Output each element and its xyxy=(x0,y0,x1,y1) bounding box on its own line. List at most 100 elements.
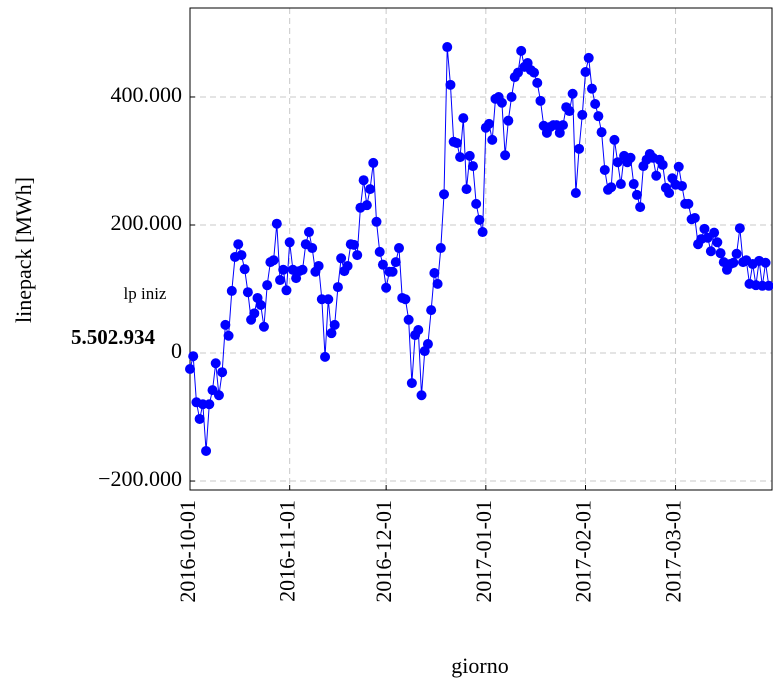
data-point xyxy=(529,67,540,78)
data-point xyxy=(390,257,401,268)
data-point xyxy=(535,95,546,106)
data-point xyxy=(432,278,443,289)
data-point xyxy=(352,250,363,261)
data-point xyxy=(268,255,279,266)
data-point xyxy=(590,99,601,110)
data-point xyxy=(760,257,771,268)
data-point xyxy=(615,179,626,190)
data-point xyxy=(377,259,388,270)
data-point xyxy=(223,330,234,341)
data-point xyxy=(403,314,414,325)
data-point xyxy=(689,212,700,223)
series-line xyxy=(189,47,770,451)
data-point xyxy=(429,268,440,279)
data-point xyxy=(731,248,742,259)
data-point xyxy=(593,111,604,122)
x-tick-label: 2017-03-01 xyxy=(661,500,686,603)
data-point xyxy=(323,294,334,305)
data-point xyxy=(467,161,478,172)
data-point xyxy=(464,150,475,161)
data-point xyxy=(342,260,353,271)
data-point xyxy=(387,266,398,277)
data-point xyxy=(258,321,269,332)
data-point xyxy=(484,118,495,129)
data-point xyxy=(278,264,289,275)
data-point xyxy=(242,287,253,298)
data-point xyxy=(625,152,636,163)
data-point xyxy=(458,113,469,124)
data-point xyxy=(474,214,485,225)
data-point xyxy=(461,184,472,195)
annotation-label: lp iniz xyxy=(124,284,167,303)
data-point xyxy=(451,138,462,149)
data-point xyxy=(371,216,382,227)
data-point xyxy=(651,170,662,181)
data-point xyxy=(676,180,687,191)
data-point xyxy=(233,239,244,250)
data-point xyxy=(307,243,318,254)
data-point xyxy=(262,280,273,291)
data-point xyxy=(416,390,427,401)
data-point xyxy=(358,175,369,186)
annotation-value: 5.502.934 xyxy=(71,325,156,349)
data-point xyxy=(631,189,642,200)
data-point xyxy=(580,67,591,78)
data-point xyxy=(236,250,247,261)
data-point xyxy=(326,328,337,339)
data-point xyxy=(596,127,607,138)
data-point xyxy=(185,364,195,375)
data-point xyxy=(574,143,585,154)
data-point xyxy=(368,157,379,168)
data-point xyxy=(422,339,433,350)
data-point xyxy=(348,239,359,250)
data-point xyxy=(249,308,260,319)
data-point xyxy=(284,237,295,248)
data-point xyxy=(496,97,507,108)
data-point xyxy=(275,275,286,286)
data-point xyxy=(564,106,575,117)
data-point xyxy=(213,390,224,401)
x-tick-label: 2016-10-01 xyxy=(175,500,200,603)
data-point xyxy=(374,246,385,257)
data-point xyxy=(763,280,773,291)
data-point xyxy=(210,358,221,369)
data-point xyxy=(188,351,199,362)
data-point xyxy=(709,227,720,238)
data-point xyxy=(239,264,250,275)
y-tick-label: 200.000 xyxy=(111,210,183,235)
data-point xyxy=(455,152,466,163)
data-point xyxy=(734,223,745,234)
data-point xyxy=(586,83,597,94)
data-point xyxy=(635,202,646,213)
data-point xyxy=(609,134,620,145)
data-point xyxy=(439,189,450,200)
x-tick-label: 2017-02-01 xyxy=(571,500,596,603)
data-point xyxy=(336,253,347,264)
data-point xyxy=(503,115,514,126)
x-tick-label: 2017-01-01 xyxy=(471,500,496,603)
data-point xyxy=(599,164,610,175)
data-point xyxy=(532,77,543,88)
data-point xyxy=(664,187,675,198)
data-point xyxy=(381,282,392,293)
data-point xyxy=(583,52,594,63)
data-point xyxy=(194,413,205,424)
data-point xyxy=(329,319,340,330)
x-axis-title: giorno xyxy=(451,653,508,678)
data-point xyxy=(426,305,437,316)
data-point xyxy=(413,324,424,335)
data-point xyxy=(271,218,282,229)
data-point xyxy=(728,257,739,268)
data-point xyxy=(673,161,684,172)
data-point xyxy=(512,67,523,78)
data-point xyxy=(332,282,343,293)
y-tick-label: 400.000 xyxy=(111,82,183,107)
data-point xyxy=(400,294,411,305)
data-point xyxy=(471,198,482,209)
data-point xyxy=(570,187,581,198)
data-point xyxy=(683,198,694,209)
data-point xyxy=(487,134,498,145)
y-tick-label: 0 xyxy=(171,338,182,363)
y-axis-title: linepack [MWh] xyxy=(11,177,36,323)
